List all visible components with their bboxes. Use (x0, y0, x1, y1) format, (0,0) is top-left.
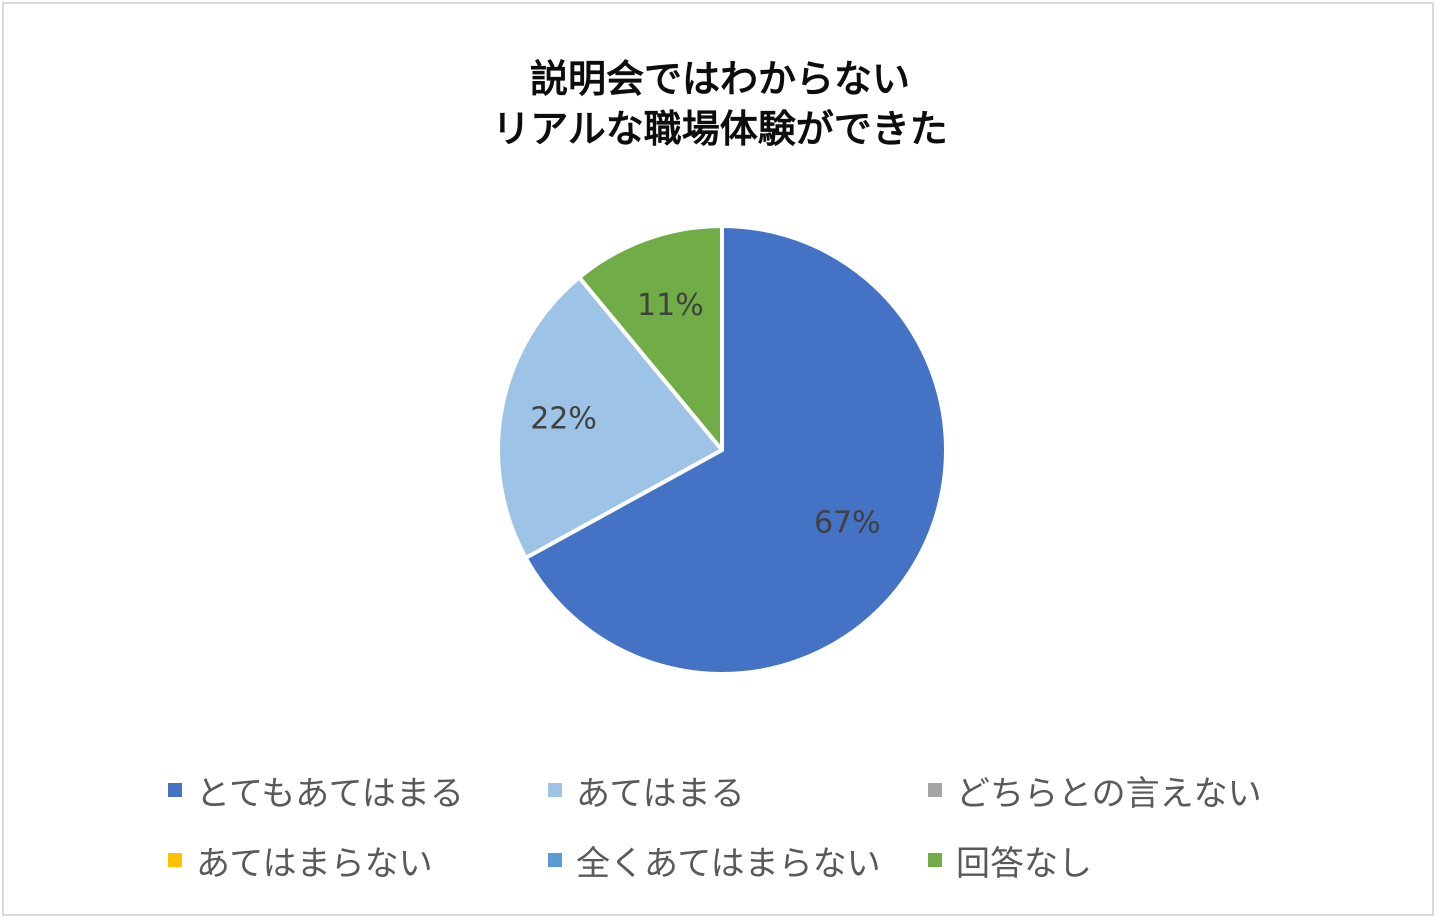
legend-item-not-applicable: あてはまらない (168, 838, 433, 884)
legend-swatch (548, 853, 562, 867)
data-label-0: 67% (814, 506, 881, 541)
data-label-1: 22% (530, 401, 597, 436)
pie-slice-0 (523, 224, 948, 676)
legend-item-applicable: あてはまる (548, 768, 745, 814)
legend-swatch (168, 783, 182, 797)
legend-label: あてはまる (576, 773, 745, 814)
legend-swatch (168, 853, 182, 867)
legend-swatch (548, 783, 562, 797)
chart-title-line-2: リアルな職場体験ができた (492, 107, 948, 151)
pie-slice-1 (496, 275, 724, 560)
legend-swatch (928, 783, 942, 797)
chart-title-line-1: 説明会ではわからない (529, 57, 910, 101)
legend-item-no-answer: 回答なし (928, 838, 1092, 884)
legend-label: 全くあてはまらない (576, 843, 881, 884)
legend: とてもあてはまる あてはまる どちらとの言えない あてはまらない 全くあてはまら… (168, 768, 1328, 908)
legend-label: 回答なし (956, 843, 1092, 884)
pie-slice-5 (577, 224, 724, 452)
legend-label: あてはまらない (196, 843, 433, 884)
legend-label: どちらとの言えない (956, 773, 1262, 814)
legend-label: とてもあてはまる (196, 773, 464, 814)
legend-swatch (928, 853, 942, 867)
pie-labels: 67% 22% 11% (530, 288, 880, 540)
data-label-5: 11% (637, 288, 704, 323)
pie-slices (496, 224, 948, 676)
legend-item-not-at-all-applicable: 全くあてはまらない (548, 838, 881, 884)
legend-item-very-applicable: とてもあてはまる (168, 768, 464, 814)
chart-title: 説明会ではわからない リアルな職場体験ができた (4, 54, 1436, 154)
legend-item-neutral: どちらとの言えない (928, 768, 1262, 814)
